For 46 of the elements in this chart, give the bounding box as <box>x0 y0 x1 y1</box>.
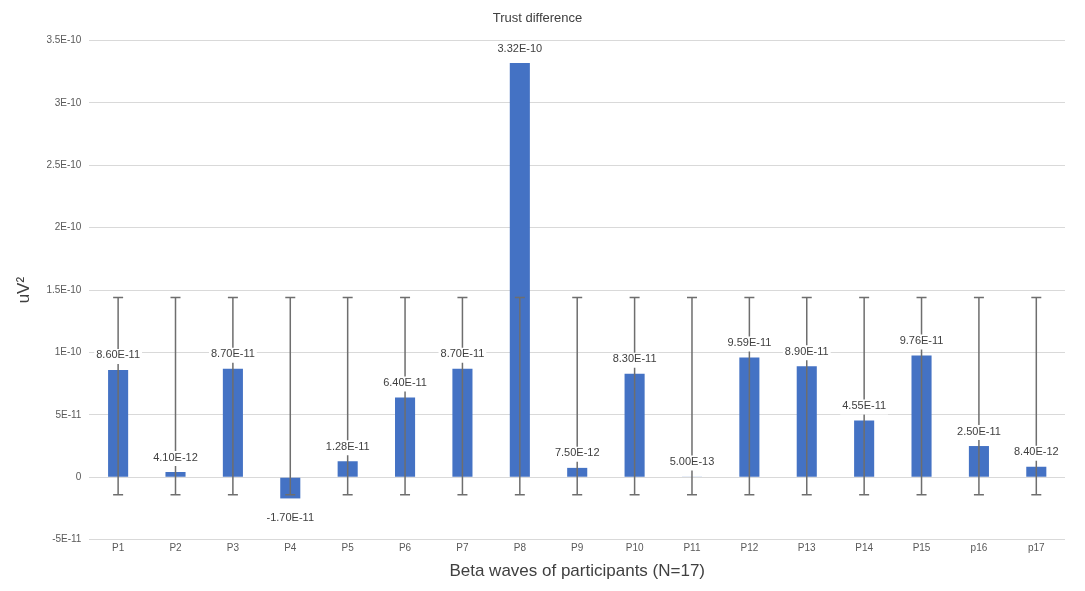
data-label: 8.30E-11 <box>612 352 657 365</box>
data-label: 4.55E-11 <box>842 398 887 411</box>
x-tick-label: p17 <box>1027 542 1046 554</box>
x-tick-label: P14 <box>855 542 874 554</box>
data-label: 2.50E-11 <box>957 424 1001 437</box>
data-label: 3.32E-10 <box>497 41 543 54</box>
y-axis-title: uV² <box>13 276 33 304</box>
x-tick-label: P8 <box>513 542 527 554</box>
y-tick-label: 0 <box>75 470 82 482</box>
x-axis-title: Beta waves of participants (N=17) <box>449 561 706 581</box>
x-tick-label: P9 <box>571 542 584 554</box>
chart-title: Trust difference <box>492 10 583 26</box>
x-tick-label: P7 <box>456 542 469 554</box>
y-tick-label: 5E-11 <box>55 408 82 420</box>
x-tick-label: P5 <box>341 542 355 554</box>
y-tick-label: 3E-10 <box>54 96 82 108</box>
y-tick-label: 2E-10 <box>54 221 82 233</box>
x-tick-label: P4 <box>284 542 297 554</box>
y-tick-label: 1.5E-10 <box>46 283 82 295</box>
x-tick-label: P10 <box>625 542 644 554</box>
y-tick-label: 2.5E-10 <box>46 159 82 171</box>
x-tick-label: P12 <box>740 542 759 554</box>
x-tick-label: P11 <box>683 542 701 554</box>
x-tick-label: P1 <box>112 542 125 554</box>
data-label: 8.60E-11 <box>96 348 141 361</box>
data-label: 8.70E-11 <box>210 347 255 360</box>
data-label: 9.59E-11 <box>727 336 772 349</box>
data-label: 8.90E-11 <box>784 344 829 357</box>
x-tick-label: P6 <box>398 542 412 554</box>
y-tick-label: 1E-10 <box>54 346 82 358</box>
data-label: 5.00E-13 <box>669 455 715 468</box>
data-label: 1.28E-11 <box>325 439 370 452</box>
data-label: 6.40E-11 <box>383 375 427 388</box>
data-label: 8.70E-11 <box>440 347 485 360</box>
y-tick-label: 3.5E-10 <box>46 34 82 46</box>
data-label: 8.40E-12 <box>1013 445 1059 458</box>
data-label: 7.50E-12 <box>554 446 600 459</box>
data-label: 9.76E-11 <box>899 334 944 346</box>
data-label: -1.70E-11 <box>266 510 315 523</box>
x-tick-label: p16 <box>970 542 988 554</box>
y-tick-label: -5E-11 <box>52 533 82 545</box>
x-tick-label: P15 <box>912 542 931 554</box>
data-label: 4.10E-12 <box>153 450 198 463</box>
x-tick-label: P3 <box>226 542 240 554</box>
x-tick-label: P13 <box>797 542 817 554</box>
x-tick-label: P2 <box>169 542 183 554</box>
